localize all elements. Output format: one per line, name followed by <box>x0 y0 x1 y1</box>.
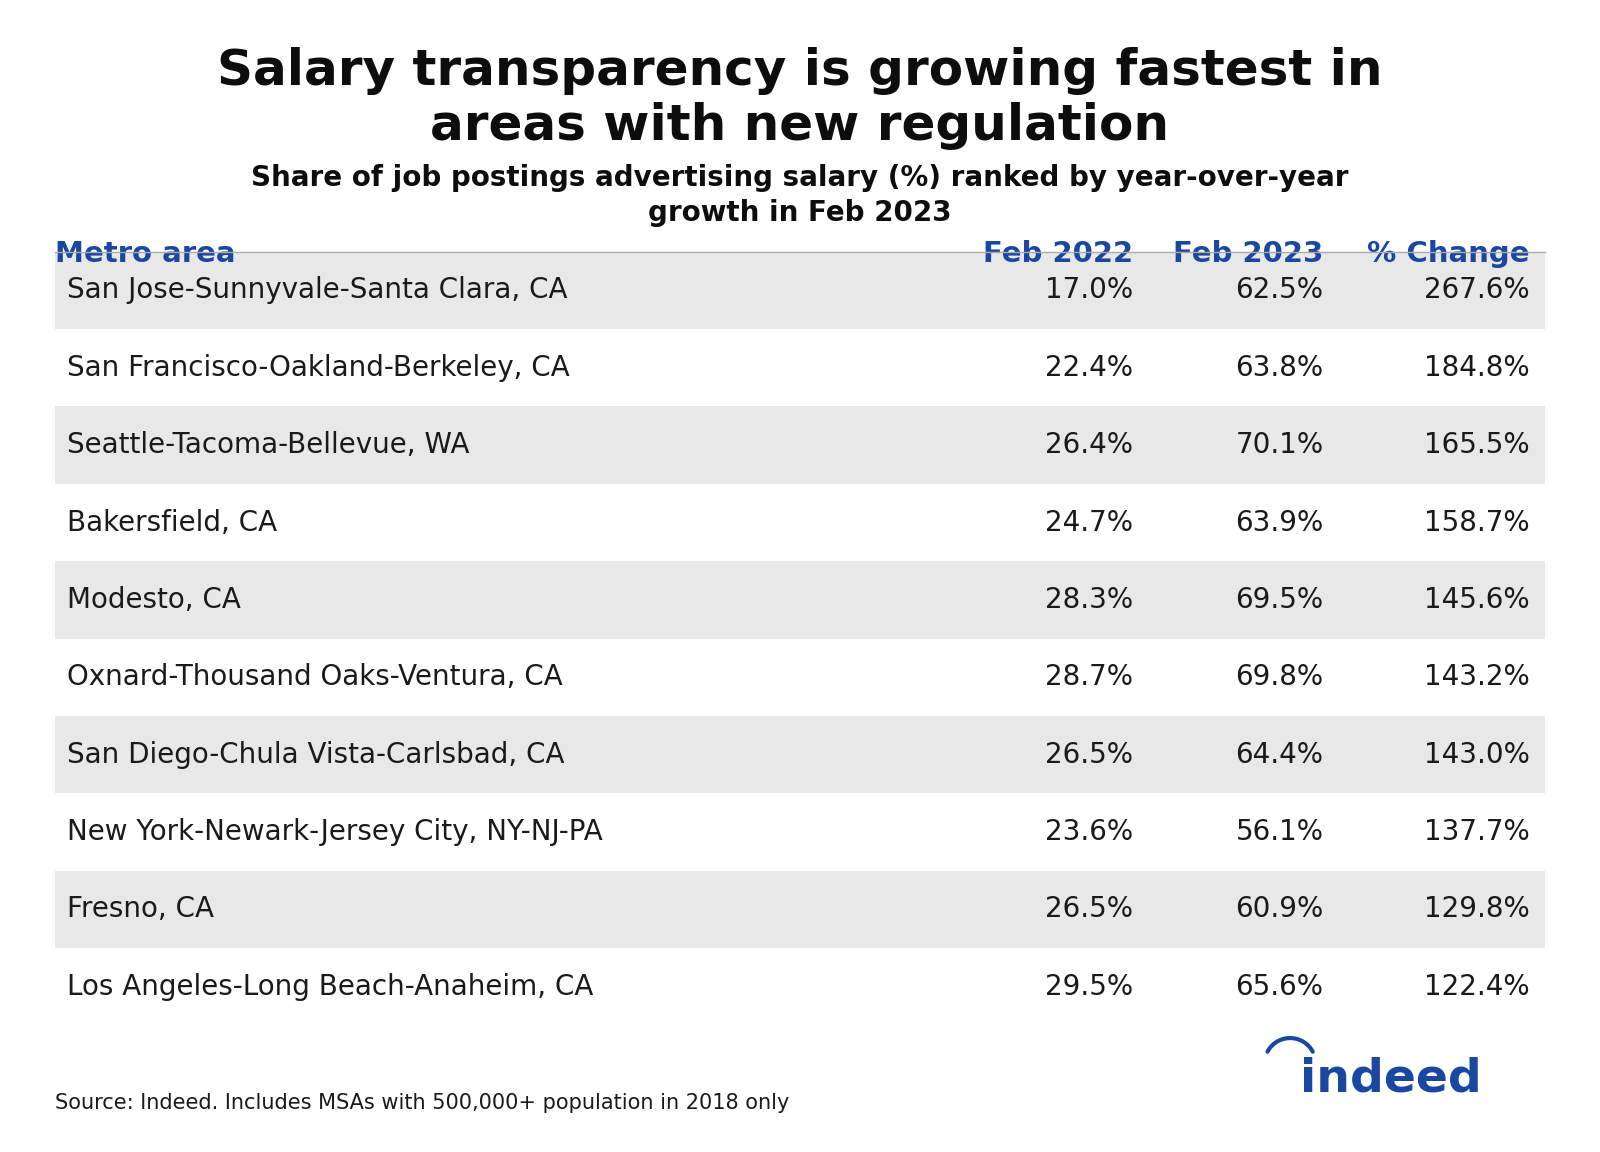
FancyBboxPatch shape <box>54 871 1546 948</box>
Text: 69.5%: 69.5% <box>1235 586 1323 614</box>
Text: % Change: % Change <box>1366 241 1530 268</box>
Text: 64.4%: 64.4% <box>1235 741 1323 768</box>
FancyBboxPatch shape <box>54 948 1546 1025</box>
Text: 22.4%: 22.4% <box>1045 354 1133 381</box>
Text: New York-Newark-Jersey City, NY-NJ-PA: New York-Newark-Jersey City, NY-NJ-PA <box>67 818 603 846</box>
Text: 23.6%: 23.6% <box>1045 818 1133 846</box>
Text: 69.8%: 69.8% <box>1235 664 1323 691</box>
Text: Metro area: Metro area <box>54 241 235 268</box>
Text: San Francisco-Oakland-Berkeley, CA: San Francisco-Oakland-Berkeley, CA <box>67 354 570 381</box>
Text: Bakersfield, CA: Bakersfield, CA <box>67 508 277 537</box>
Text: 24.7%: 24.7% <box>1045 508 1133 537</box>
Text: 63.8%: 63.8% <box>1235 354 1323 381</box>
Text: 62.5%: 62.5% <box>1235 276 1323 304</box>
Text: 143.0%: 143.0% <box>1424 741 1530 768</box>
Text: 63.9%: 63.9% <box>1235 508 1323 537</box>
Text: 17.0%: 17.0% <box>1045 276 1133 304</box>
Text: Share of job postings advertising salary (%) ranked by year-over-year
growth in : Share of job postings advertising salary… <box>251 164 1349 227</box>
Text: Feb 2022: Feb 2022 <box>982 241 1133 268</box>
Text: Source: Indeed. Includes MSAs with 500,000+ population in 2018 only: Source: Indeed. Includes MSAs with 500,0… <box>54 1093 789 1113</box>
Text: 145.6%: 145.6% <box>1424 586 1530 614</box>
Text: Feb 2023: Feb 2023 <box>1173 241 1323 268</box>
Text: 267.6%: 267.6% <box>1424 276 1530 304</box>
Text: 26.5%: 26.5% <box>1045 895 1133 924</box>
Text: San Jose-Sunnyvale-Santa Clara, CA: San Jose-Sunnyvale-Santa Clara, CA <box>67 276 568 304</box>
Text: 143.2%: 143.2% <box>1424 664 1530 691</box>
Text: 28.7%: 28.7% <box>1045 664 1133 691</box>
Text: 129.8%: 129.8% <box>1424 895 1530 924</box>
Text: Modesto, CA: Modesto, CA <box>67 586 242 614</box>
Text: Seattle-Tacoma-Bellevue, WA: Seattle-Tacoma-Bellevue, WA <box>67 431 470 460</box>
Text: Fresno, CA: Fresno, CA <box>67 895 214 924</box>
Text: 65.6%: 65.6% <box>1235 972 1323 1001</box>
Text: San Diego-Chula Vista-Carlsbad, CA: San Diego-Chula Vista-Carlsbad, CA <box>67 741 565 768</box>
Text: indeed: indeed <box>1301 1056 1482 1101</box>
Text: 29.5%: 29.5% <box>1045 972 1133 1001</box>
Text: 60.9%: 60.9% <box>1235 895 1323 924</box>
Text: 26.4%: 26.4% <box>1045 431 1133 460</box>
FancyBboxPatch shape <box>54 484 1546 561</box>
Text: 56.1%: 56.1% <box>1235 818 1323 846</box>
FancyBboxPatch shape <box>54 561 1546 638</box>
FancyBboxPatch shape <box>54 794 1546 871</box>
Text: 70.1%: 70.1% <box>1235 431 1323 460</box>
Text: Salary transparency is growing fastest in
areas with new regulation: Salary transparency is growing fastest i… <box>218 47 1382 151</box>
FancyBboxPatch shape <box>54 251 1546 329</box>
Text: 28.3%: 28.3% <box>1045 586 1133 614</box>
Text: 184.8%: 184.8% <box>1424 354 1530 381</box>
Text: 122.4%: 122.4% <box>1424 972 1530 1001</box>
Text: Los Angeles-Long Beach-Anaheim, CA: Los Angeles-Long Beach-Anaheim, CA <box>67 972 594 1001</box>
Text: Oxnard-Thousand Oaks-Ventura, CA: Oxnard-Thousand Oaks-Ventura, CA <box>67 664 563 691</box>
FancyBboxPatch shape <box>54 407 1546 484</box>
FancyBboxPatch shape <box>54 717 1546 794</box>
FancyBboxPatch shape <box>54 329 1546 407</box>
Text: 26.5%: 26.5% <box>1045 741 1133 768</box>
Text: 137.7%: 137.7% <box>1424 818 1530 846</box>
FancyBboxPatch shape <box>54 638 1546 717</box>
Text: 158.7%: 158.7% <box>1424 508 1530 537</box>
Text: 165.5%: 165.5% <box>1424 431 1530 460</box>
